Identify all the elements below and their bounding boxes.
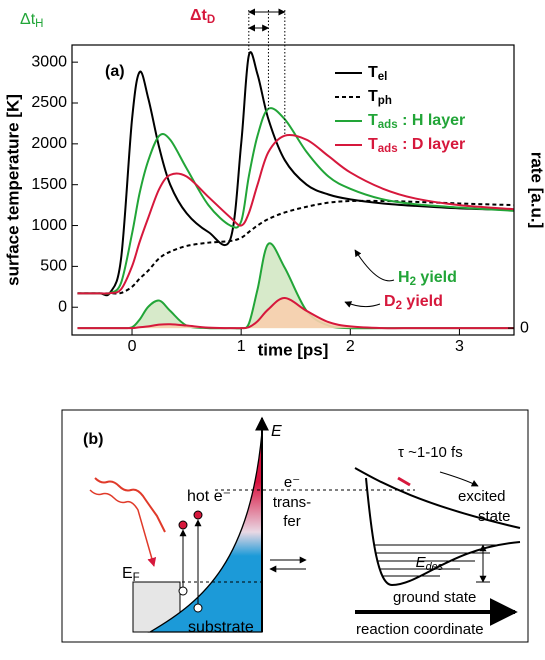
plot [77, 51, 514, 330]
series-line [77, 133, 514, 295]
annotation: ΔtH [20, 11, 43, 30]
transfer-label: trans- [273, 494, 311, 511]
legend-label: Tel [368, 64, 387, 83]
lifetime-arrow [439, 471, 479, 487]
y-tick-label: 2000 [31, 135, 67, 152]
transfer-label: fer [283, 513, 301, 530]
x-tick-label: 3 [455, 338, 464, 355]
legend-label: Tads : H layer [368, 112, 465, 131]
yield-label: H2 yield [398, 269, 457, 288]
y-tick-label: 2500 [31, 94, 67, 111]
series-line [77, 107, 514, 295]
series-line [77, 199, 514, 295]
legend-label: Tads : D layer [368, 136, 465, 155]
fermi-label: EF [122, 565, 140, 584]
yield-pointer [354, 249, 395, 282]
y-tick-label: 1500 [31, 176, 67, 193]
photon [94, 477, 166, 533]
diagram-frame [61, 409, 529, 643]
y-tick-label: 1000 [31, 217, 67, 234]
diagram: (b) E hot e⁻ EF substrate e⁻ trans- fer … [61, 409, 529, 643]
ground-label: ground state [393, 589, 476, 606]
series-line [77, 51, 514, 297]
excited-label: state [478, 508, 511, 525]
hole [178, 586, 188, 596]
substrate-label: substrate [188, 619, 254, 636]
x-tick-label: 1 [237, 338, 246, 355]
y-tick-label: 500 [40, 258, 67, 275]
lifetime-label: τ ~1-10 fs [398, 444, 463, 461]
y-axis-label: surface temperature [K] [3, 94, 22, 286]
hot-electron [193, 510, 203, 520]
transfer-label: e⁻ [284, 474, 300, 491]
annotation: ΔtD [190, 7, 215, 26]
arrow-head [397, 476, 411, 487]
panel-label: (b) [83, 431, 103, 448]
plot-frame [71, 44, 515, 336]
excited-potential [354, 467, 521, 529]
yield-label: D2 yield [384, 293, 443, 312]
y2-tick-label: 0 [520, 319, 529, 336]
panel-label: (a) [105, 63, 125, 80]
yield-area [77, 297, 514, 329]
legend-label: Tph [368, 88, 392, 107]
y-tick-label: 3000 [31, 53, 67, 70]
series-line [77, 296, 514, 330]
coordinate-label: reaction coordinate [356, 621, 484, 638]
excited-label: excited [458, 488, 506, 505]
hole [193, 603, 203, 613]
desorption-label: Edes [416, 554, 444, 573]
yield-pointer [344, 301, 381, 308]
y2-axis-label: rate [a.u.] [528, 152, 545, 229]
x-tick-label: 0 [128, 338, 137, 355]
x-tick-label: 2 [346, 338, 355, 355]
photon-arrow [89, 489, 157, 567]
hot-electron-label: hot e⁻ [187, 488, 231, 505]
y-tick-label: 0 [58, 298, 67, 315]
energy-label: E [271, 423, 282, 440]
hot-electron [178, 520, 188, 530]
ground-potential [365, 477, 521, 587]
x-axis-label: time [ps] [258, 340, 329, 359]
